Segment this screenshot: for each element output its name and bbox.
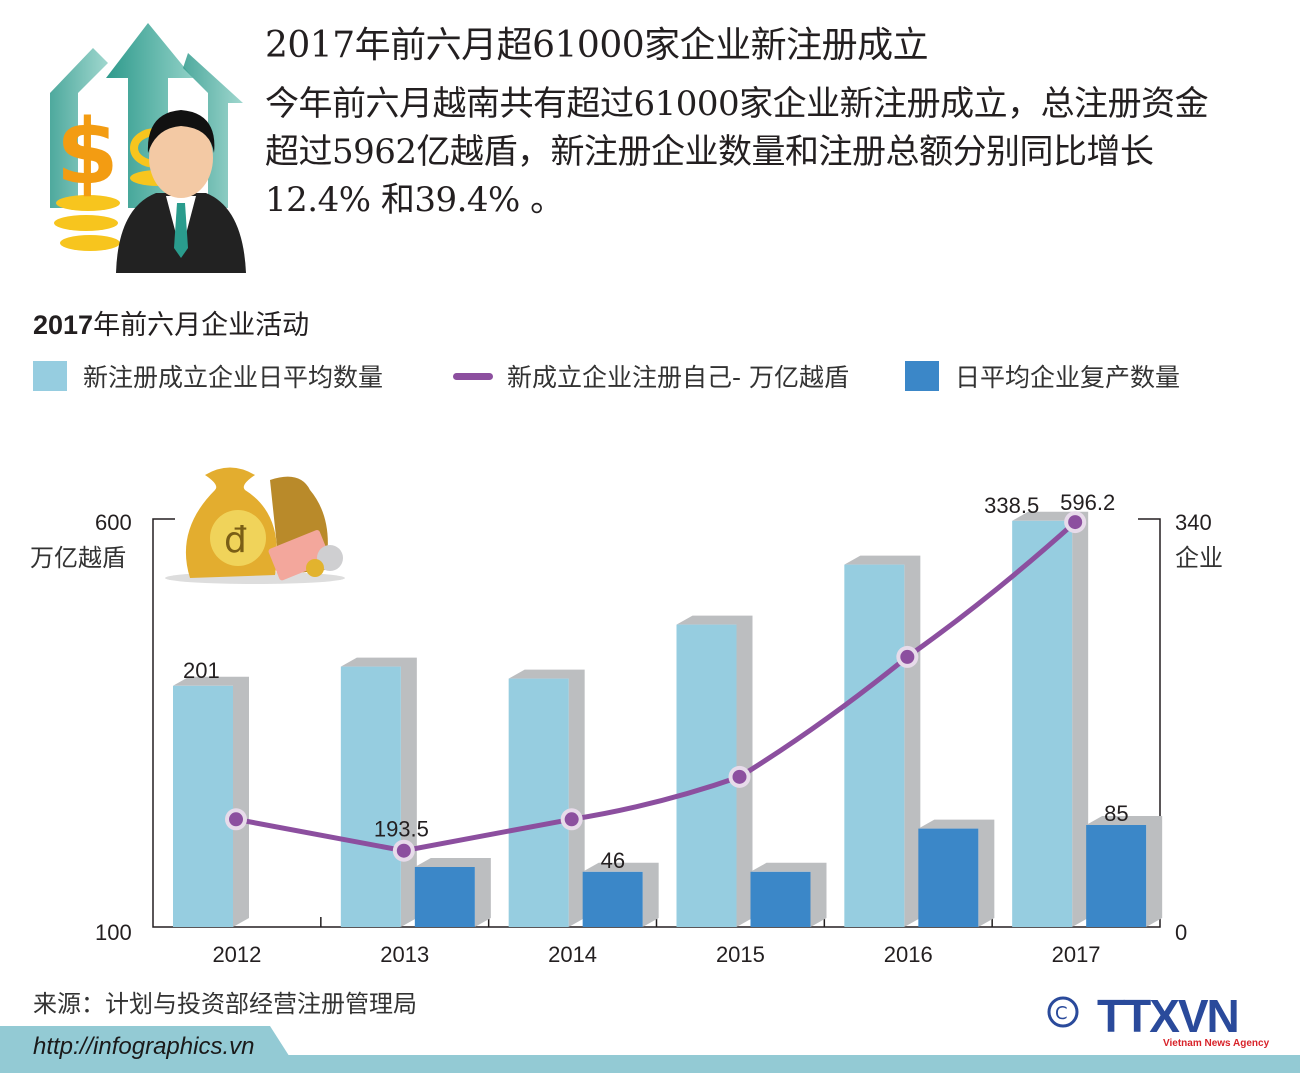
svg-text:193.5: 193.5: [374, 817, 429, 842]
bar-resumed-enterprises: [918, 828, 979, 927]
svg-text:46: 46: [601, 848, 625, 873]
footer-band: [0, 1055, 1300, 1073]
x-tick-label: 2016: [884, 942, 933, 967]
svg-text:TTXVN: TTXVN: [1097, 990, 1238, 1042]
legend-item-new-enterprises: 新注册成立企业日平均数量: [33, 358, 383, 394]
svg-text:Vietnam News Agency: Vietnam News Agency: [1163, 1038, 1270, 1049]
bar-resumed-enterprises: [582, 871, 643, 927]
svg-text:C: C: [1055, 1003, 1068, 1024]
x-tick-label: 2017: [1052, 942, 1101, 967]
svg-text:201: 201: [183, 658, 220, 683]
businessman-illustration-icon: $: [50, 23, 246, 273]
left-axis-min: 100: [95, 920, 132, 945]
svg-text:85: 85: [1104, 801, 1128, 826]
bar-new-enterprises-shadow: [844, 555, 921, 927]
lead-paragraph: 今年前六月越南共有超过61000家企业新注册成立，总注册资金超过5962亿越盾，…: [265, 84, 1209, 220]
right-axis-unit: 企业: [1175, 544, 1223, 572]
bar-new-enterprises-shadow: [173, 676, 249, 927]
svg-text:đ: đ: [224, 520, 247, 561]
right-axis-max: 340: [1175, 510, 1212, 535]
x-tick-label: 2014: [548, 942, 597, 967]
bar-resumed-enterprises-shadow: [582, 862, 659, 927]
bar-resumed-enterprises-shadow: [414, 858, 491, 927]
bar-resumed-enterprises-shadow: [918, 819, 995, 927]
svg-text:338.5: 338.5: [984, 493, 1039, 518]
purple-line-icon: [453, 372, 493, 380]
bar-new-enterprises-shadow: [340, 657, 417, 927]
capital-line: [235, 520, 1077, 854]
ttxvn-logo-icon: C TTXVN Vietnam News Agency: [1047, 990, 1270, 1049]
light-blue-swatch-icon: [33, 361, 67, 391]
svg-text:$: $: [56, 100, 119, 205]
left-axis-unit: 万亿越盾: [30, 544, 126, 572]
bar-resumed-enterprises-shadow: [1086, 816, 1163, 927]
footer-url-link[interactable]: http://infographics.vn: [33, 1033, 255, 1060]
dark-blue-swatch-icon: [905, 361, 939, 391]
bar-new-enterprises-shadow: [508, 669, 585, 927]
left-axis-max: 600: [95, 510, 132, 535]
bar-resumed-enterprises-shadow: [750, 862, 827, 927]
bar-new-enterprises: [1012, 520, 1073, 927]
legend-item-registered-capital: 新成立企业注册自己- 万亿越盾: [453, 358, 849, 394]
footer-tab: [0, 1026, 300, 1073]
x-tick-label: 2015: [716, 942, 765, 967]
bar-new-enterprises: [844, 564, 905, 927]
bar-new-enterprises: [173, 685, 233, 927]
money-bag-icon: đ: [165, 467, 345, 584]
x-tick-label: 2012: [212, 942, 261, 967]
chart-title: 2017年前六月企业活动: [33, 310, 310, 341]
legend-item-resumed-enterprises: 日平均企业复产数量: [905, 358, 1180, 394]
bar-new-enterprises-shadow: [1012, 511, 1089, 927]
chart-legend: 新注册成立企业日平均数量 新成立企业注册自己- 万亿越盾 日平均企业复产数量: [33, 358, 1233, 398]
source-note: 来源：计划与投资部经营注册管理局: [33, 990, 417, 1018]
right-axis-min: 0: [1175, 920, 1188, 945]
page-title: 2017年前六月超61000家企业新注册成立: [265, 25, 929, 66]
x-tick-label: 2013: [380, 942, 429, 967]
bar-new-enterprises: [340, 666, 401, 927]
bar-new-enterprises: [676, 624, 737, 927]
svg-text:596.2: 596.2: [1060, 490, 1115, 515]
bar-new-enterprises: [508, 678, 569, 927]
bar-resumed-enterprises: [414, 867, 475, 927]
bar-resumed-enterprises: [1086, 825, 1147, 927]
bar-resumed-enterprises: [750, 871, 811, 927]
ttxvn-logo: C TTXVN Vietnam News Agency: [1045, 990, 1275, 1050]
